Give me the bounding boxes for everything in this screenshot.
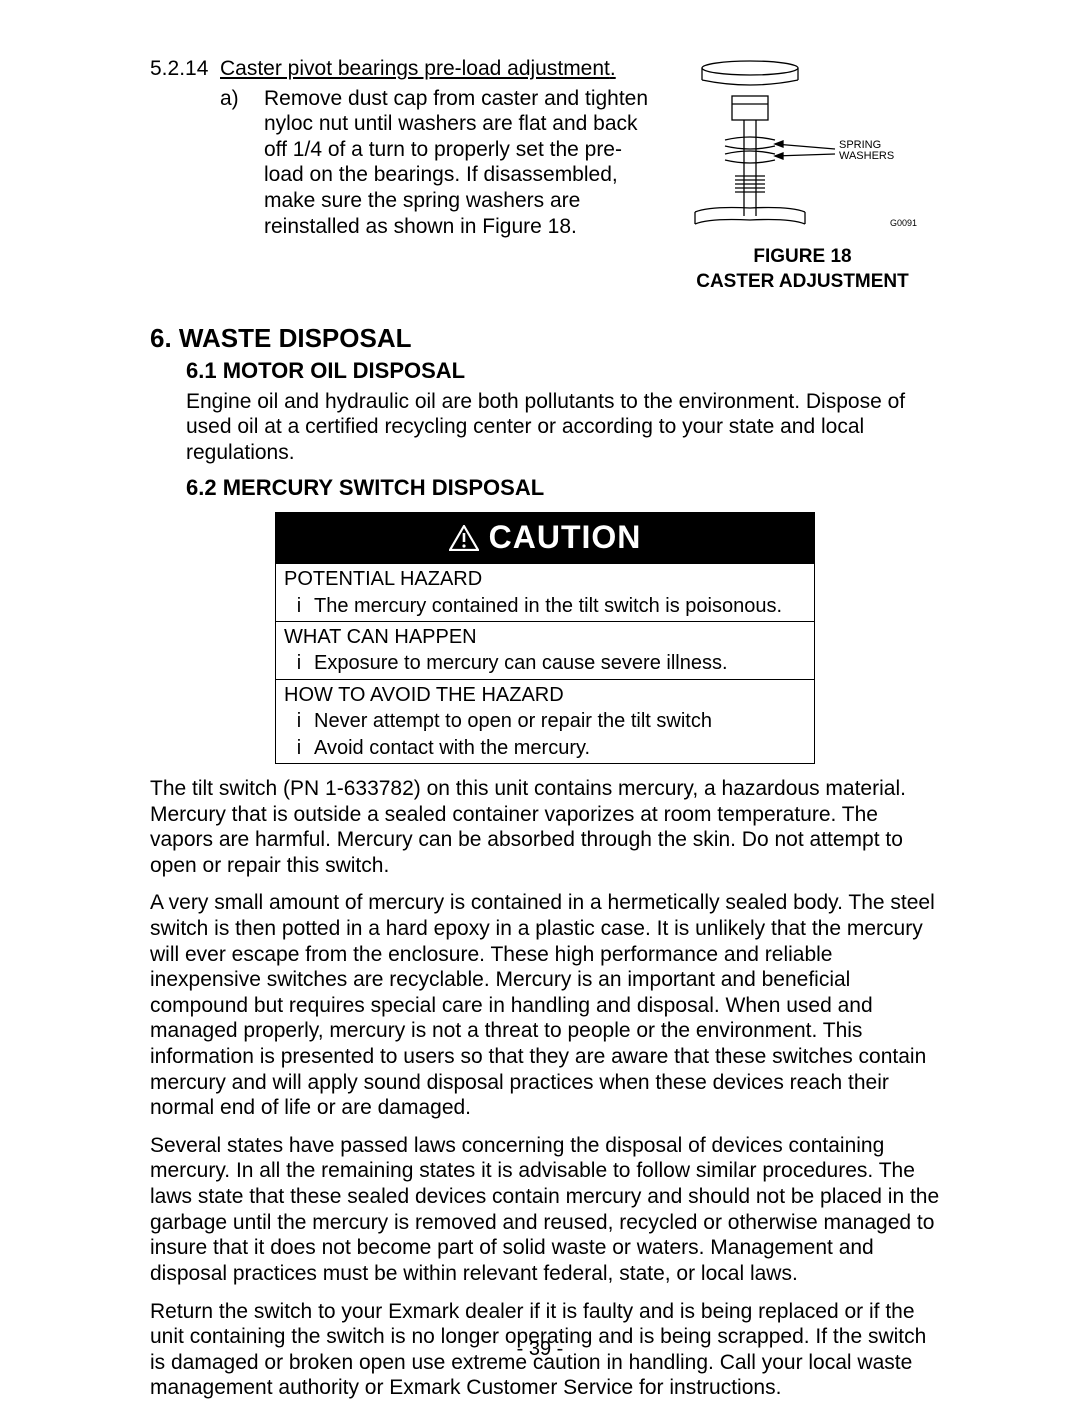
- heading-6-2: 6.2 MERCURY SWITCH DISPOSAL: [186, 475, 940, 502]
- caution-box: CAUTION POTENTIAL HAZARD i The mercury c…: [275, 512, 815, 764]
- body-6-1: Engine oil and hydraulic oil are both po…: [186, 389, 940, 466]
- indent-spacer: [150, 86, 220, 240]
- caution-s2-bullet: Exposure to mercury can cause severe ill…: [314, 651, 806, 675]
- bullet-mark: i: [284, 594, 314, 618]
- figure-18: SPRING WASHERS G0091 FIGURE 18 CASTER AD…: [665, 56, 940, 293]
- figure-caption-1: FIGURE 18: [665, 245, 940, 268]
- caution-section-3: HOW TO AVOID THE HAZARD i Never attempt …: [276, 679, 814, 763]
- sub-item-label: a): [220, 86, 264, 240]
- bullet-mark: i: [284, 709, 314, 733]
- heading-6-1: 6.1 MOTOR OIL DISPOSAL: [186, 358, 940, 385]
- caution-section-1: POTENTIAL HAZARD i The mercury contained…: [276, 563, 814, 621]
- caution-s1-bullet: The mercury contained in the tilt switch…: [314, 594, 806, 618]
- caution-s3-bullet1: Never attempt to open or repair the tilt…: [314, 709, 806, 733]
- figure-code: G0091: [890, 218, 917, 228]
- section-number: 5.2.14: [150, 56, 220, 82]
- mercury-p1: The tilt switch (PN 1-633782) on this un…: [150, 776, 940, 878]
- caution-s3-title: HOW TO AVOID THE HAZARD: [284, 683, 806, 707]
- caution-header-text: CAUTION: [489, 518, 642, 557]
- caution-s3-bullet2: Avoid contact with the mercury.: [314, 736, 806, 760]
- heading-6: 6. WASTE DISPOSAL: [150, 323, 940, 355]
- sub-item-text: Remove dust cap from caster and tighten …: [264, 86, 665, 240]
- section-5-2-14-text: 5.2.14 Caster pivot bearings pre-load ad…: [150, 56, 665, 239]
- caster-diagram: SPRING WASHERS G0091: [675, 56, 930, 236]
- section-title: Caster pivot bearings pre-load adjustmen…: [220, 56, 616, 82]
- figure-label-washers: WASHERS: [839, 150, 894, 162]
- figure-caption-2: CASTER ADJUSTMENT: [665, 270, 940, 293]
- bullet-mark: i: [284, 736, 314, 760]
- mercury-p2: A very small amount of mercury is contai…: [150, 890, 940, 1120]
- caution-header: CAUTION: [276, 513, 814, 563]
- page-number: - 39 -: [0, 1337, 1080, 1361]
- section-5-2-14: 5.2.14 Caster pivot bearings pre-load ad…: [150, 56, 940, 293]
- caution-s2-title: WHAT CAN HAPPEN: [284, 625, 806, 649]
- caution-section-2: WHAT CAN HAPPEN i Exposure to mercury ca…: [276, 621, 814, 679]
- bullet-mark: i: [284, 651, 314, 675]
- mercury-p3: Several states have passed laws concerni…: [150, 1133, 940, 1287]
- caution-s1-title: POTENTIAL HAZARD: [284, 567, 806, 591]
- warning-triangle-icon: [449, 525, 479, 551]
- section-title-text: Caster pivot bearings pre-load adjustmen…: [220, 57, 610, 80]
- manual-page: 5.2.14 Caster pivot bearings pre-load ad…: [0, 0, 1080, 1397]
